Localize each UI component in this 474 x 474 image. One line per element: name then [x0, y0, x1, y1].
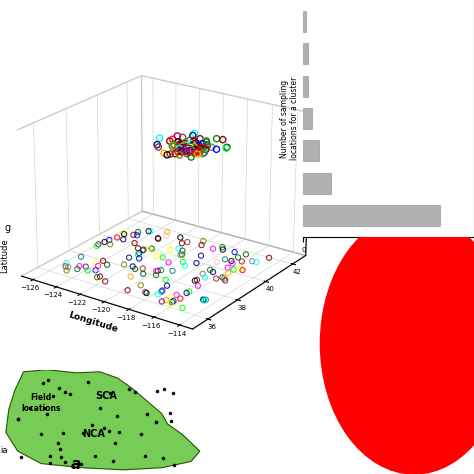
Point — [114, 412, 121, 420]
Text: g: g — [4, 222, 10, 233]
Y-axis label: Number of sampling
locations for a cluster: Number of sampling locations for a clust… — [280, 77, 299, 160]
Point — [46, 452, 54, 459]
Point — [61, 388, 69, 395]
Point — [56, 445, 64, 452]
X-axis label: Longitude: Longitude — [67, 310, 118, 334]
Point — [59, 428, 67, 436]
Point — [170, 389, 177, 397]
Text: Latitude: Latitude — [0, 238, 9, 273]
Point — [106, 390, 113, 397]
Bar — [303, 11, 306, 32]
Point — [61, 459, 68, 466]
Text: SCA: SCA — [95, 391, 117, 401]
Point — [160, 385, 168, 392]
Point — [88, 421, 96, 429]
Point — [39, 379, 46, 387]
Point — [109, 457, 117, 465]
Bar — [303, 75, 308, 97]
Point — [115, 428, 123, 436]
Point — [54, 440, 62, 447]
Point — [40, 404, 48, 411]
Point — [141, 452, 149, 459]
Point — [96, 404, 104, 412]
Point — [18, 453, 25, 460]
Point — [143, 410, 151, 418]
Point — [100, 425, 108, 432]
Point — [46, 459, 54, 467]
Point — [152, 418, 160, 426]
Point — [166, 409, 174, 417]
Point — [80, 429, 87, 437]
Text: a: a — [71, 456, 81, 472]
Point — [44, 377, 51, 384]
Point — [167, 417, 174, 425]
Text: NCA: NCA — [82, 429, 106, 439]
Point — [44, 410, 51, 418]
Point — [14, 415, 22, 423]
Point — [131, 388, 138, 396]
Bar — [303, 43, 308, 64]
Point — [14, 416, 22, 423]
Bar — [303, 173, 331, 194]
Point — [77, 460, 85, 467]
Point — [57, 453, 65, 461]
Text: ia: ia — [0, 446, 8, 455]
X-axis label: Freq: Freq — [380, 258, 398, 267]
Point — [125, 385, 133, 393]
Bar — [303, 205, 440, 226]
Point — [152, 419, 160, 426]
Point — [55, 384, 63, 392]
Point — [49, 392, 57, 400]
Point — [84, 378, 91, 385]
Point — [66, 390, 73, 397]
Point — [170, 461, 178, 468]
Point — [160, 454, 167, 462]
Point — [91, 452, 99, 459]
Circle shape — [320, 213, 474, 474]
Point — [111, 439, 118, 447]
Bar — [303, 140, 319, 162]
Polygon shape — [6, 370, 200, 470]
Text: Field
locations: Field locations — [21, 393, 61, 413]
Point — [27, 404, 34, 412]
Bar — [303, 108, 312, 129]
Point — [154, 387, 161, 395]
Point — [106, 427, 113, 435]
Point — [36, 430, 44, 438]
Point — [137, 430, 145, 438]
